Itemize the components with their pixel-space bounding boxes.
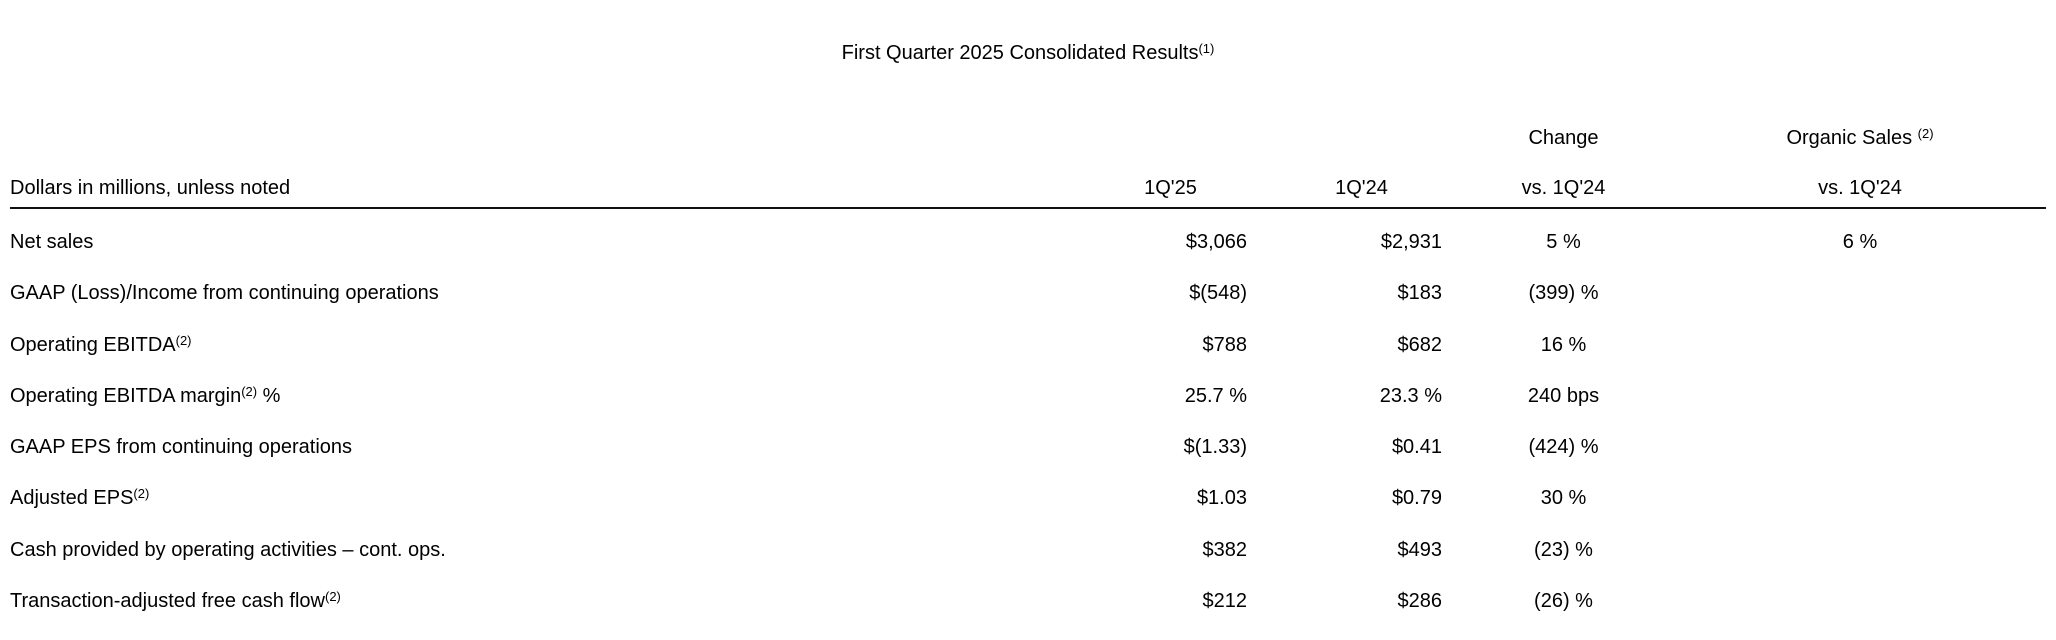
organic-sales-footnote-marker: (2) [1917,125,1934,141]
header-organic-sales-text: Organic Sales [1786,126,1918,149]
value-1q24: $493 [1397,538,1443,561]
row-label: GAAP EPS from continuing operations [10,436,1055,459]
header-organic-vs-1q24: vs. 1Q'24 [1818,176,1902,199]
table-row-gaap-income: GAAP (Loss)/Income from continuing opera… [0,268,2056,319]
table-row-gaap-eps: GAAP EPS from continuing operations $(1.… [0,422,2056,473]
row-label: Net sales [10,231,1055,254]
table-header-row: Dollars in millions, unless noted 1Q'25 … [10,173,2040,203]
row-label-text: Operating EBITDA margin [10,384,242,407]
value-1q24: $682 [1397,333,1443,356]
header-change-group: Change [1528,126,1599,149]
value-1q25: 25.7 % [1184,384,1247,407]
row-label-text: Operating EBITDA [10,333,176,356]
table-row-cash-from-operations: Cash provided by operating activities – … [0,525,2056,576]
value-change: (399) % [1528,282,1599,305]
row-label-text: Net sales [10,231,94,254]
row-label-suffix: % [257,384,281,407]
table-row-adjusted-eps: Adjusted EPS(2) $1.03 $0.79 30 % [0,473,2056,524]
header-rule [10,207,2046,209]
value-1q24: $2,931 [1380,231,1442,254]
row-footnote-marker: (2) [133,486,150,502]
header-1q24: 1Q'24 [1335,176,1388,199]
table-row-net-sales: Net sales $3,066 $2,931 5 % 6 % [0,217,2056,268]
row-label-text: GAAP (Loss)/Income from continuing opera… [10,282,439,305]
value-1q25: $(548) [1189,282,1247,305]
header-change-vs-1q24: vs. 1Q'24 [1521,176,1606,199]
value-1q25: $382 [1202,538,1248,561]
row-label: Transaction-adjusted free cash flow(2) [10,590,1055,613]
value-change: (424) % [1528,436,1599,459]
header-organic-sales-group: Organic Sales (2) [1680,127,2040,150]
value-1q25: $(1.33) [1183,436,1247,459]
header-dollars-note: Dollars in millions, unless noted [10,176,291,199]
value-1q24: $0.79 [1391,487,1442,510]
row-label-text: GAAP EPS from continuing operations [10,436,353,459]
value-change: 30 % [1540,487,1587,510]
value-change: (26) % [1534,589,1593,612]
value-change: 16 % [1540,333,1587,356]
row-label-text: Adjusted EPS [10,487,134,510]
row-label: Operating EBITDA margin(2) % [10,385,1055,408]
row-label: Adjusted EPS(2) [10,487,1055,510]
page-title-text: First Quarter 2025 Consolidated Results [841,42,1199,64]
row-label-text: Cash provided by operating activities – … [10,538,446,561]
value-1q25: $788 [1202,333,1248,356]
row-label: GAAP (Loss)/Income from continuing opera… [10,282,1055,305]
table-header-group-row: Change Organic Sales (2) [10,124,2040,152]
page-title: First Quarter 2025 Consolidated Results(… [0,40,2056,66]
table-row-operating-ebitda-margin: Operating EBITDA margin(2) % 25.7 % 23.3… [0,371,2056,422]
row-footnote-marker: (2) [175,332,192,348]
value-1q24: $286 [1397,589,1443,612]
table-row-operating-ebitda: Operating EBITDA(2) $788 $682 16 % [0,320,2056,371]
row-label: Operating EBITDA(2) [10,334,1055,357]
row-label-text: Transaction-adjusted free cash flow [10,589,325,612]
value-1q25: $3,066 [1185,231,1247,254]
row-label: Cash provided by operating activities – … [10,539,1055,562]
header-1q25: 1Q'25 [1144,176,1197,199]
table-body: Net sales $3,066 $2,931 5 % 6 % GAAP (Lo… [0,217,2056,627]
value-1q25: $212 [1202,589,1248,612]
table-row-transaction-adjusted-fcf: Transaction-adjusted free cash flow(2) $… [0,576,2056,627]
value-change: 5 % [1546,231,1581,254]
value-1q24: 23.3 % [1379,384,1442,407]
row-footnote-marker: (2) [241,383,258,399]
value-1q24: $183 [1397,282,1443,305]
value-change: 240 bps [1527,384,1600,407]
title-footnote-marker: (1) [1198,41,1215,56]
value-change: (23) % [1534,538,1593,561]
row-footnote-marker: (2) [324,588,341,604]
value-1q24: $0.41 [1391,436,1442,459]
value-1q25: $1.03 [1196,487,1247,510]
value-organic-sales: 6 % [1842,231,1878,254]
